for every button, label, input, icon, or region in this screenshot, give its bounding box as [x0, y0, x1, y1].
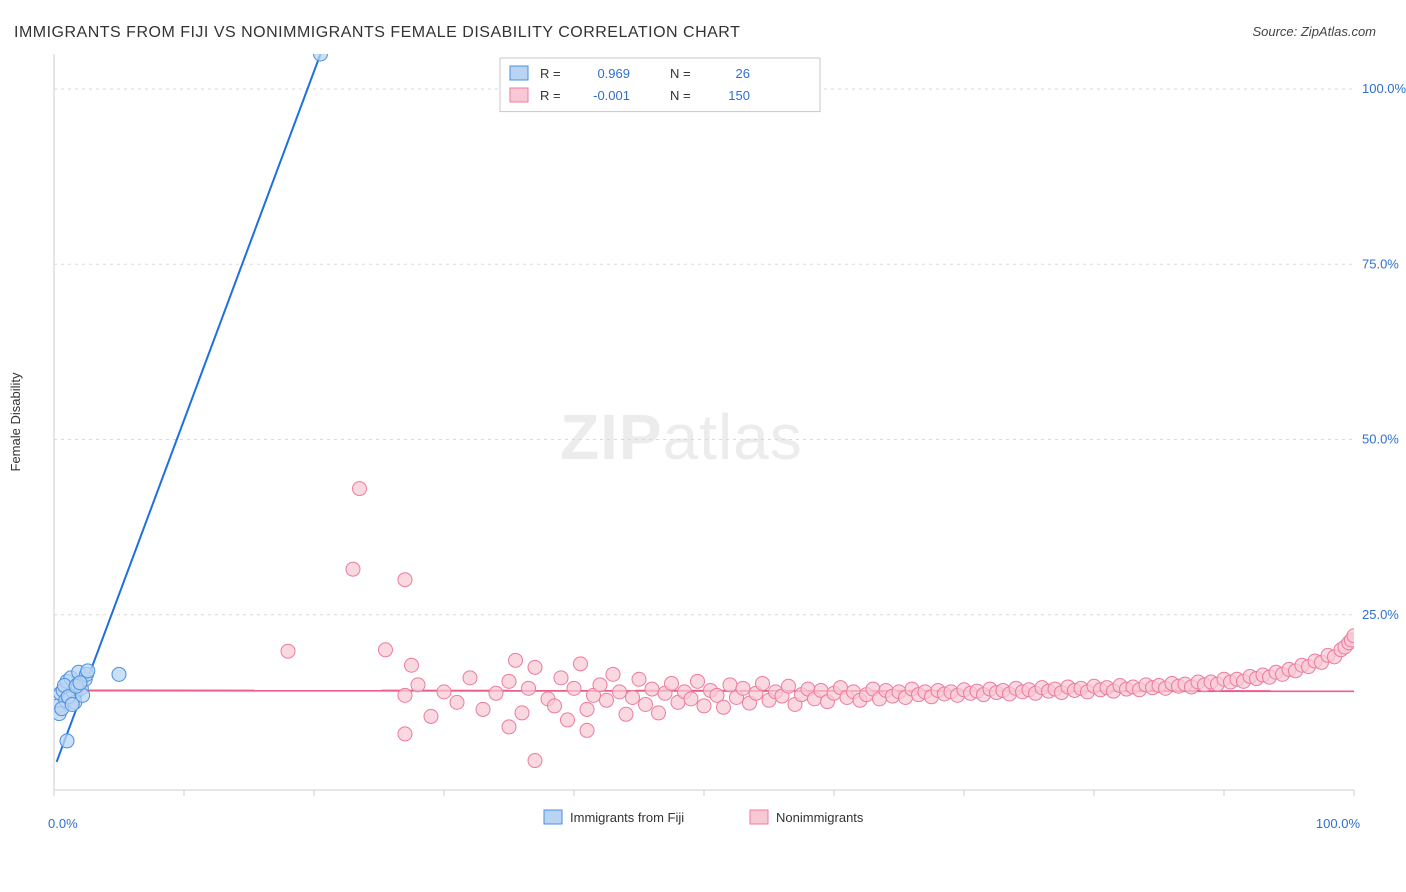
legend-r-value: 0.969	[597, 66, 630, 81]
point-nonimm	[379, 643, 393, 657]
point-nonimm	[502, 720, 516, 734]
legend-n-value: 26	[736, 66, 750, 81]
point-nonimm	[613, 685, 627, 699]
legend-r-value: -0.001	[593, 88, 630, 103]
point-nonimm	[398, 727, 412, 741]
point-nonimm	[1347, 629, 1361, 643]
plot-area	[51, 47, 1361, 768]
bottom-legend-swatch-fiji	[544, 810, 562, 824]
point-fiji	[60, 734, 74, 748]
legend-r-label: R =	[540, 66, 561, 81]
svg-chart: 25.0% 50.0% 75.0% 100.0% 0.0% 100.0% Female Di…	[0, 0, 1406, 892]
point-nonimm	[411, 678, 425, 692]
point-nonimm	[398, 573, 412, 587]
point-nonimm	[606, 667, 620, 681]
point-nonimm	[437, 685, 451, 699]
point-nonimm	[684, 692, 698, 706]
point-fiji	[65, 697, 79, 711]
point-nonimm	[782, 679, 796, 693]
point-nonimm	[580, 702, 594, 716]
point-nonimm	[346, 562, 360, 576]
point-nonimm	[281, 644, 295, 658]
point-fiji	[112, 667, 126, 681]
point-nonimm	[528, 754, 542, 768]
point-nonimm	[632, 672, 646, 686]
point-nonimm	[652, 706, 666, 720]
point-nonimm	[626, 690, 640, 704]
point-nonimm	[639, 697, 653, 711]
point-nonimm	[405, 658, 419, 672]
point-nonimm	[593, 678, 607, 692]
trend-line-fiji	[57, 54, 321, 762]
point-nonimm	[600, 693, 614, 707]
y-tick-label: 100.0%	[1362, 81, 1406, 96]
point-nonimm	[723, 678, 737, 692]
point-fiji	[81, 664, 95, 678]
point-nonimm	[756, 676, 770, 690]
y-axis-label: Female Disability	[8, 372, 23, 471]
point-nonimm	[697, 699, 711, 713]
point-nonimm	[567, 681, 581, 695]
point-nonimm	[580, 723, 594, 737]
point-nonimm	[717, 700, 731, 714]
bottom-legend-label-nonimm: Nonimmigrants	[776, 810, 864, 825]
point-fiji	[314, 47, 328, 61]
point-nonimm	[489, 686, 503, 700]
bottom-legend-label-fiji: Immigrants from Fiji	[570, 810, 684, 825]
point-nonimm	[548, 699, 562, 713]
y-tick-label: 25.0%	[1362, 607, 1399, 622]
point-nonimm	[645, 682, 659, 696]
point-nonimm	[691, 674, 705, 688]
x-tick-label: 0.0%	[48, 816, 78, 831]
point-nonimm	[528, 660, 542, 674]
legend-swatch-nonimm	[510, 88, 528, 102]
point-nonimm	[522, 681, 536, 695]
point-nonimm	[665, 676, 679, 690]
point-fiji	[73, 676, 87, 690]
point-nonimm	[561, 713, 575, 727]
point-nonimm	[424, 709, 438, 723]
point-nonimm	[619, 707, 633, 721]
point-nonimm	[515, 706, 529, 720]
legend-n-label: N =	[670, 88, 691, 103]
point-nonimm	[450, 695, 464, 709]
point-nonimm	[736, 681, 750, 695]
point-nonimm	[554, 671, 568, 685]
point-nonimm	[353, 482, 367, 496]
x-tick-label: 100.0%	[1316, 816, 1361, 831]
legend-swatch-fiji	[510, 66, 528, 80]
legend-n-label: N =	[670, 66, 691, 81]
y-tick-label: 75.0%	[1362, 256, 1399, 271]
point-nonimm	[463, 671, 477, 685]
point-nonimm	[398, 688, 412, 702]
bottom-legend-swatch-nonimm	[750, 810, 768, 824]
y-tick-label: 50.0%	[1362, 432, 1399, 447]
point-nonimm	[502, 674, 516, 688]
point-nonimm	[574, 657, 588, 671]
point-nonimm	[476, 702, 490, 716]
legend-n-value: 150	[728, 88, 750, 103]
legend-r-label: R =	[540, 88, 561, 103]
point-nonimm	[509, 653, 523, 667]
chart-container: IMMIGRANTS FROM FIJI VS NONIMMIGRANTS FE…	[0, 0, 1406, 892]
